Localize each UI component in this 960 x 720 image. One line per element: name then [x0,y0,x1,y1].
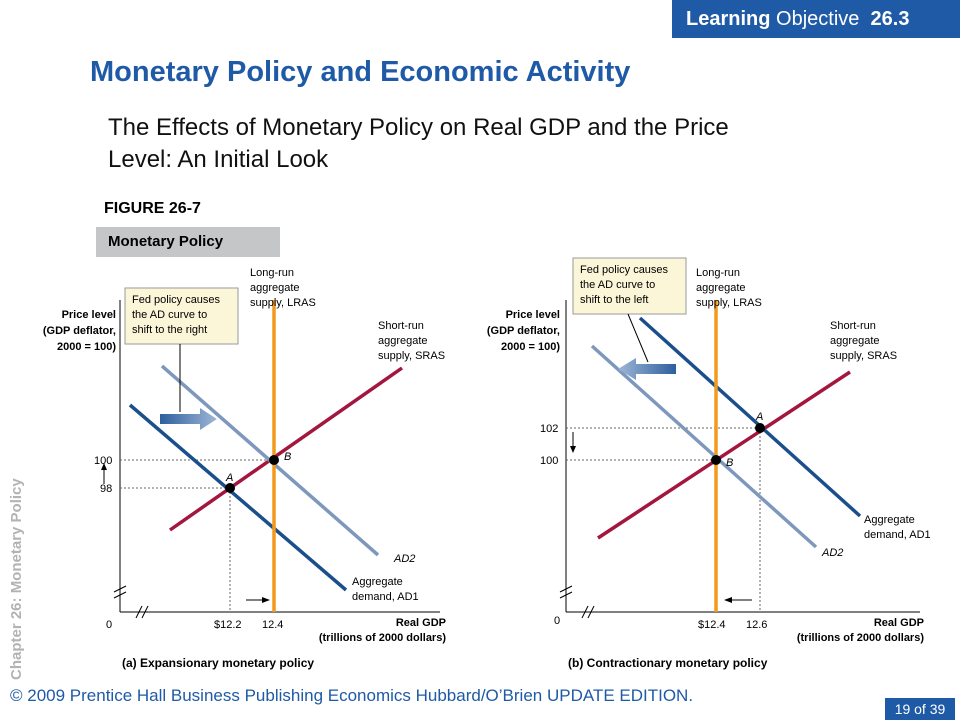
figure-band-text: Monetary Policy [108,233,224,250]
panel-a-callout-line-3: shift to the right [132,324,207,336]
panel-a-point-b-label: B [284,451,291,463]
panel-b-axis-break-y [559,585,573,599]
panel-a-lras-label-3: supply, LRAS [250,297,316,309]
learning-objective-badge: Learning Objective 26.3 [672,0,960,38]
panel-a-xlabel-1: Real GDP [396,617,446,629]
panel-b-shift-left-arrow [618,358,676,380]
badge-text: Objective [776,8,860,30]
panel-b-sras-label-1: Short-run [830,320,876,332]
panel-b-lras-label-2: aggregate [696,282,746,294]
slide-number-box: 19 of 39 [885,698,955,720]
panel-a-callout-line-1: Fed policy causes [132,294,221,306]
panel-a: A B 100 98 0 $12.2 12.4 Price level (GDP… [43,267,446,670]
slide-title: Monetary Policy and Economic Activity [90,56,631,88]
panel-b-xlabel-1: Real GDP [874,617,924,629]
panel-b-ad1-label-1: Aggregate [864,514,915,526]
panel-b-sras-curve [597,370,851,540]
panel-b-price-arrowhead [570,446,576,453]
panel-b-callout-line-3: shift to the left [580,294,648,306]
panel-b-sras-label-3: supply, SRAS [830,350,897,362]
panel-a-lras-label-1: Long-run [250,267,294,279]
panel-b-axis-break-x [581,605,595,619]
panel-b: A B 102 100 0 $12.4 12.6 Price level (GD… [487,257,931,670]
panel-a-point-a-label: A [225,472,233,484]
panel-b-callout-line-2: the AD curve to [580,279,655,291]
panel-b-ytick-102: 102 [540,423,558,435]
panel-a-xtick-124: 12.4 [262,619,283,631]
panel-b-point-b-dot [711,455,721,465]
copyright-footer: © 2009 Prentice Hall Business Publishing… [10,686,694,705]
badge-number: 26.3 [870,8,910,30]
panel-a-point-a-dot [225,483,235,493]
panel-a-xlabel-2: (trillions of 2000 dollars) [319,632,446,644]
panel-b-ad1-curve [638,316,862,518]
panel-b-ad1-label-2: demand, AD1 [864,529,931,541]
panel-b-point-b-label: B [726,457,733,469]
panel-b-point-a-dot [755,423,765,433]
panel-a-gdp-arrowhead [262,597,270,603]
panel-b-sras-label-2: aggregate [830,335,880,347]
panel-b-ad2-label: AD2 [821,547,843,559]
panel-a-callout-line-2: the AD curve to [132,309,207,321]
panel-a-sras-label-2: aggregate [378,335,428,347]
panel-b-ylabel-2: (GDP deflator, [487,325,560,337]
panel-b-ylabel-1: Price level [506,309,560,321]
panel-a-origin: 0 [106,619,112,631]
panel-b-caption: (b) Contractionary monetary policy [568,656,768,670]
panel-a-ytick-98: 98 [100,483,112,495]
figure-label: FIGURE 26-7 [104,200,201,217]
panel-b-callout-pointer [627,313,649,363]
panel-a-xtick-122: $12.2 [214,619,242,631]
panel-a-ylabel-2: (GDP deflator, [43,325,116,337]
panel-a-ylabel-1: Price level [62,309,116,321]
figure-band: Monetary Policy [96,227,280,257]
panel-b-ylabel-3: 2000 = 100) [501,341,560,353]
slide-number: 19 of 39 [894,701,946,717]
panel-a-sras-curve [168,366,404,532]
panel-b-xlabel-2: (trillions of 2000 dollars) [797,632,924,644]
panel-b-callout-box [572,257,687,315]
panel-a-point-b-dot [269,455,279,465]
panel-b-xtick-124: $12.4 [698,619,726,631]
panel-a-sras-label-3: supply, SRAS [378,350,445,362]
panel-b-point-a-label: A [755,411,763,423]
panel-a-ad1-label-2: demand, AD1 [352,591,419,603]
panel-b-lras-label-3: supply, LRAS [696,297,762,309]
panel-a-callout-box [124,287,239,345]
badge-bold: Learning [686,8,771,30]
panel-a-lras-label-2: aggregate [250,282,300,294]
panel-a-caption: (a) Expansionary monetary policy [122,656,314,670]
panel-a-ylabel-3: 2000 = 100) [57,341,116,353]
panel-b-lras-label-1: Long-run [696,267,740,279]
panel-a-sras-label-1: Short-run [378,320,424,332]
panel-a-ad2-label: AD2 [393,553,415,565]
panel-b-ytick-100: 100 [540,455,558,467]
chapter-side-label: Chapter 26: Monetary Policy [8,478,25,680]
panel-a-price-arrowhead [101,463,107,470]
panel-b-ad2-curve [590,344,818,549]
panel-b-gdp-arrowhead [724,597,732,603]
panel-b-callout-line-1: Fed policy causes [580,264,669,276]
panel-a-shift-right-arrow [160,408,217,430]
slide-subtitle: The Effects of Monetary Policy on Real G… [108,114,729,173]
panel-a-ytick-100: 100 [94,455,112,467]
panel-b-xtick-126: 12.6 [746,619,767,631]
panel-a-ad1-curve [128,403,348,592]
panel-b-origin: 0 [554,615,560,627]
panel-a-axis-break-y [113,585,127,599]
panel-a-axis-break-x [135,605,149,619]
panel-a-ad1-label-1: Aggregate [352,576,403,588]
